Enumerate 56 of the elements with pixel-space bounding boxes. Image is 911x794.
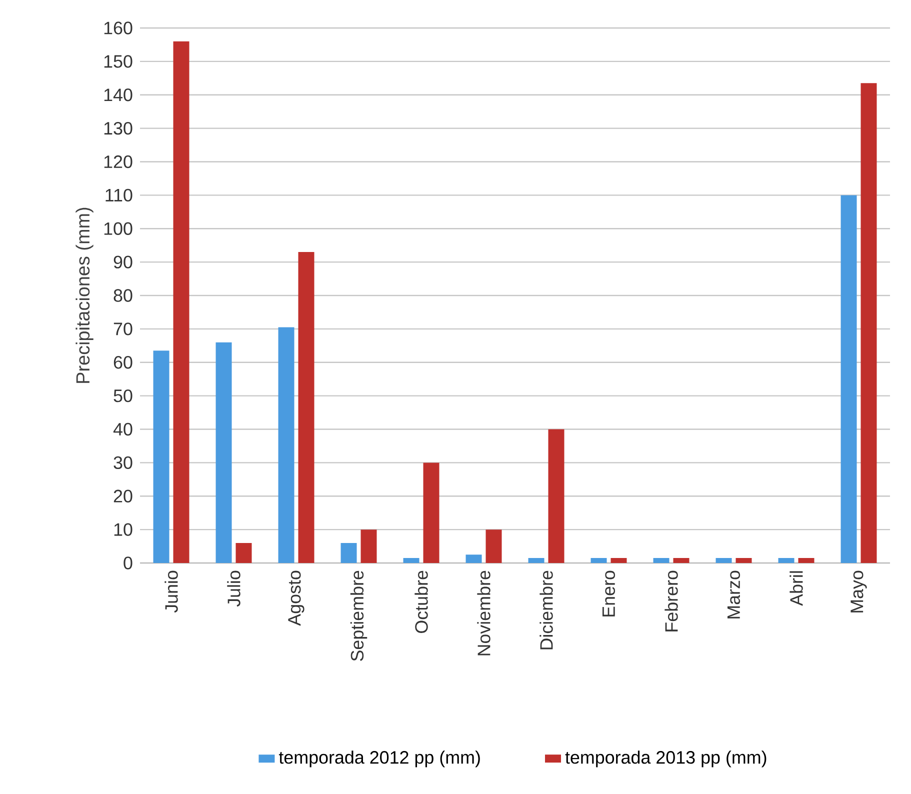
y-tick-label: 150 [104, 55, 132, 68]
bar [360, 530, 377, 563]
bar [216, 342, 232, 563]
x-tick-label: Agosto [288, 570, 304, 626]
x-tick-label: Febrero [664, 570, 678, 632]
y-tick-label: 50 [114, 389, 132, 402]
y-tick-label: 120 [104, 155, 132, 168]
y-tick-label: 0 [124, 556, 132, 570]
bar [736, 558, 752, 563]
bar [528, 558, 544, 563]
y-tick-label: 90 [114, 256, 132, 268]
y-tick-label: 10 [114, 523, 132, 536]
bar [236, 542, 252, 563]
y-tick-label: 130 [104, 122, 132, 135]
y-tick-label: 80 [114, 289, 132, 302]
x-tick-label: Marzo [727, 570, 740, 618]
x-tick-label: Octubre [414, 570, 428, 633]
y-tick-label: 40 [113, 422, 132, 436]
y-tick-label: 70 [114, 322, 132, 336]
bar [173, 41, 190, 563]
y-tick-label: 140 [104, 88, 132, 102]
bar [673, 558, 690, 563]
bar [340, 542, 357, 563]
y-axis-title: Precipitaciones (mm) [76, 208, 94, 383]
x-tick-label: Diciembre [540, 570, 553, 650]
y-tick-label: 20 [114, 490, 132, 502]
bar [653, 558, 670, 563]
x-tick-label: Enero [602, 570, 616, 616]
bar [403, 558, 420, 563]
x-tick-label: Mayo [850, 570, 867, 612]
bar [610, 558, 627, 563]
bar [423, 462, 440, 563]
bar [778, 558, 794, 563]
x-tick-label: Julio [227, 570, 240, 607]
x-tick-label: Noviembre [477, 570, 490, 656]
bar [590, 558, 607, 563]
y-tick-label: 110 [106, 188, 132, 202]
y-tick-label: 100 [104, 222, 132, 235]
bar [716, 558, 732, 563]
bar [486, 530, 502, 563]
y-tick-label: 160 [104, 22, 132, 34]
bar [548, 429, 564, 563]
bar [153, 350, 170, 563]
y-tick-label: 60 [114, 356, 132, 369]
x-tick-label: Septiembre [350, 570, 368, 661]
bar [298, 252, 314, 563]
x-tick-label: Abril [790, 571, 803, 606]
bar [840, 195, 857, 563]
bar [278, 327, 294, 563]
y-tick-label: 30 [114, 456, 132, 470]
bar [860, 83, 877, 563]
legend-label: temporada 2013 pp (mm) [565, 750, 766, 768]
bar [798, 558, 814, 563]
x-tick-label: Junio [164, 570, 178, 613]
bar [466, 554, 482, 563]
legend-label: temporada 2012 pp (mm) [278, 750, 480, 768]
